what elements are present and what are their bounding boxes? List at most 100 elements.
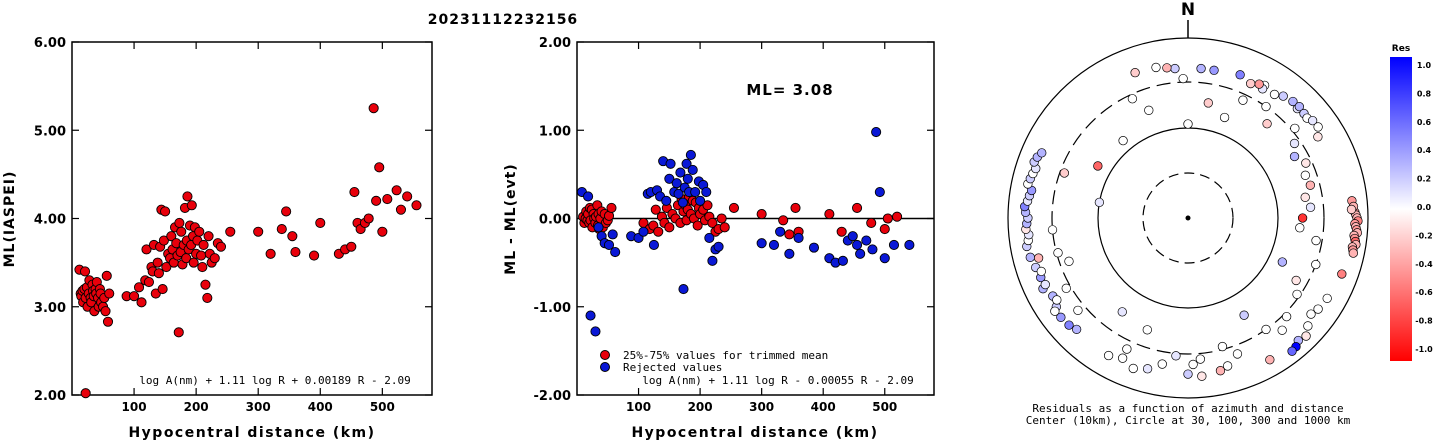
data-point — [879, 224, 890, 235]
residual-colorbar: Res 1.0 0.8 0.6 0.4 0.2 0.0 -0.2 -0.4 -0.6 -0.8 -1… — [1390, 44, 1433, 361]
data-point — [607, 229, 618, 240]
station-marker — [1300, 192, 1310, 202]
data-point — [664, 222, 675, 233]
y-axis-label: ML(IASPEI) — [2, 171, 18, 268]
caption-line-1: Residuals as a function of azimuth and d… — [1032, 402, 1343, 415]
station-marker — [1232, 349, 1243, 359]
data-point — [610, 246, 621, 258]
data-point — [100, 306, 111, 317]
station-marker — [1130, 68, 1140, 78]
data-point — [638, 226, 649, 237]
legend: 25%-75% values for trimmed mean Rejected… — [600, 349, 828, 374]
data-point — [136, 297, 147, 308]
data-point — [603, 239, 615, 251]
station-marker — [1117, 353, 1128, 363]
data-point — [198, 239, 209, 251]
station-marker — [1303, 321, 1313, 331]
data-point — [701, 186, 712, 198]
data-point — [866, 217, 877, 228]
data-point — [808, 242, 820, 253]
station-marker — [1064, 256, 1074, 266]
data-point — [196, 250, 207, 261]
data-point — [836, 226, 847, 237]
station-marker — [1117, 307, 1127, 317]
data-point — [695, 195, 706, 206]
y-tick-label: 3.00 — [34, 301, 66, 316]
data-point — [673, 188, 684, 199]
station-marker — [1289, 138, 1300, 149]
station-marker — [1025, 252, 1035, 262]
y-tick-label: -2.00 — [534, 389, 571, 404]
station-marker — [1056, 312, 1066, 322]
station-marker — [1059, 168, 1069, 178]
station-marker — [1281, 311, 1292, 322]
station-marker — [1265, 355, 1275, 365]
data-point — [309, 250, 320, 261]
station-marker — [1122, 344, 1132, 354]
station-marker — [1093, 161, 1103, 171]
data-point — [888, 239, 900, 251]
data-point — [768, 239, 780, 251]
x-axis-ticks: 100 200 300 400 500 — [626, 42, 897, 414]
data-point — [157, 284, 168, 295]
station-marker — [1061, 283, 1071, 293]
data-point — [194, 226, 205, 237]
data-point — [756, 209, 767, 220]
data-point — [225, 226, 236, 237]
x-axis-label: Hypocentral distance (km) — [631, 425, 878, 441]
x-tick-label: 400 — [811, 400, 836, 414]
y-axis-ticks: 2.00 3.00 4.00 5.00 6.00 — [34, 36, 432, 404]
data-point — [661, 195, 672, 206]
station-marker — [1313, 122, 1323, 132]
data-point — [702, 200, 713, 211]
data-point — [861, 235, 872, 246]
data-point — [713, 241, 724, 252]
data-point — [852, 202, 863, 213]
station-marker — [1128, 363, 1138, 374]
formula-text: log A(nm) + 1.11 log R - 0.00055 R - 2.0… — [642, 374, 914, 387]
station-marker — [1290, 123, 1300, 133]
data-point — [690, 186, 701, 198]
figure-title: 20231112232156 — [428, 12, 578, 28]
colorbar-tick-label: 0.6 — [1417, 118, 1432, 127]
data-point — [593, 222, 604, 233]
station-marker — [1071, 324, 1082, 335]
station-marker — [1040, 279, 1050, 290]
data-point — [158, 235, 169, 246]
data-point — [141, 244, 152, 255]
data-point — [161, 261, 172, 273]
station-marker — [1183, 119, 1193, 129]
data-point — [653, 226, 664, 237]
data-point — [775, 226, 786, 237]
station-marker — [1188, 359, 1198, 370]
station-marker — [1151, 62, 1161, 73]
station-marker — [1178, 73, 1188, 84]
station-marker — [1142, 325, 1152, 335]
station-marker — [1238, 95, 1248, 105]
data-point — [855, 248, 866, 259]
y-tick-label: 2.00 — [539, 36, 571, 51]
ring-1000km — [1007, 37, 1369, 399]
data-point — [678, 284, 689, 295]
data-point — [847, 231, 858, 242]
station-marker — [1300, 170, 1310, 180]
y-tick-label: 2.00 — [34, 389, 66, 404]
x-tick-label: 500 — [370, 400, 395, 414]
colorbar-tick-label: 1.0 — [1417, 61, 1432, 70]
station-marker — [1295, 223, 1305, 233]
x-tick-label: 200 — [184, 400, 209, 414]
station-marker — [1142, 364, 1153, 374]
data-point — [200, 279, 211, 290]
data-point — [182, 191, 193, 202]
legend-label-rejected: Rejected values — [623, 361, 722, 374]
data-point — [265, 248, 276, 259]
station-marker — [1337, 269, 1347, 279]
data-point — [871, 126, 882, 138]
data-point — [79, 266, 91, 277]
station-marker — [1289, 151, 1300, 162]
data-point — [824, 209, 835, 220]
station-markers — [1020, 62, 1363, 381]
data-point — [80, 388, 91, 399]
station-marker — [1050, 306, 1060, 316]
y-tick-label: 6.00 — [34, 36, 66, 51]
